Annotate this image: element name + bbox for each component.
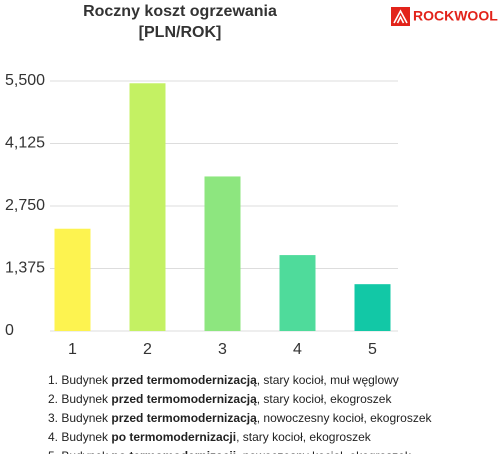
bar (204, 176, 241, 331)
legend-note: 4. Budynek po termomodernizacji, stary k… (48, 430, 372, 444)
x-tick-label: 3 (218, 341, 227, 358)
y-tick-label: 1,375 (5, 260, 45, 277)
y-tick-label: 2,750 (5, 197, 45, 214)
bar (279, 255, 316, 331)
y-tick-label: 4,125 (5, 135, 45, 152)
legend-note: 5. Budynek po termomodernizacji, nowocze… (48, 449, 412, 454)
note-text: , nowoczesny kocioł, ekogroszek (257, 411, 433, 425)
note-text: 3. Budynek (48, 411, 111, 425)
legend-note: 1. Budynek przed termomodernizacją, star… (48, 373, 399, 387)
chart-title: Roczny koszt ogrzewania (83, 3, 277, 20)
logo-symbol (393, 9, 408, 24)
note-emphasis: po termomodernizacji (111, 430, 236, 444)
y-tick-label: 5,500 (5, 72, 45, 89)
note-emphasis: po termomodernizacji (111, 449, 236, 454)
note-text: , stary kocioł, ekogroszek (257, 392, 393, 406)
note-text: , nowoczesny kocioł, ekogroszek (236, 449, 412, 454)
bar (129, 83, 166, 331)
x-tick-label: 1 (68, 341, 77, 358)
note-emphasis: przed termomodernizacją (111, 373, 257, 387)
note-text: 2. Budynek (48, 392, 111, 406)
note-emphasis: przed termomodernizacją (111, 392, 257, 406)
bar (354, 284, 391, 331)
brand-logo: ROCKWOOL (391, 7, 498, 26)
note-text: , stary kocioł, muł węglowy (257, 373, 399, 387)
legend-note: 2. Budynek przed termomodernizacją, star… (48, 392, 392, 406)
brand-name: ROCKWOOL (413, 8, 498, 24)
bar (54, 228, 91, 331)
x-tick-label: 5 (368, 341, 377, 358)
note-text: 4. Budynek (48, 430, 111, 444)
note-text: , stary kocioł, ekogroszek (236, 430, 372, 444)
note-text: 1. Budynek (48, 373, 111, 387)
note-text: 5. Budynek (48, 449, 111, 454)
chart-title: [PLN/ROK] (139, 24, 222, 41)
legend-note: 3. Budynek przed termomodernizacją, nowo… (48, 411, 433, 425)
x-tick-label: 4 (293, 341, 302, 358)
y-tick-label: 0 (5, 322, 14, 339)
x-tick-label: 2 (143, 341, 152, 358)
note-emphasis: przed termomodernizacją (111, 411, 257, 425)
